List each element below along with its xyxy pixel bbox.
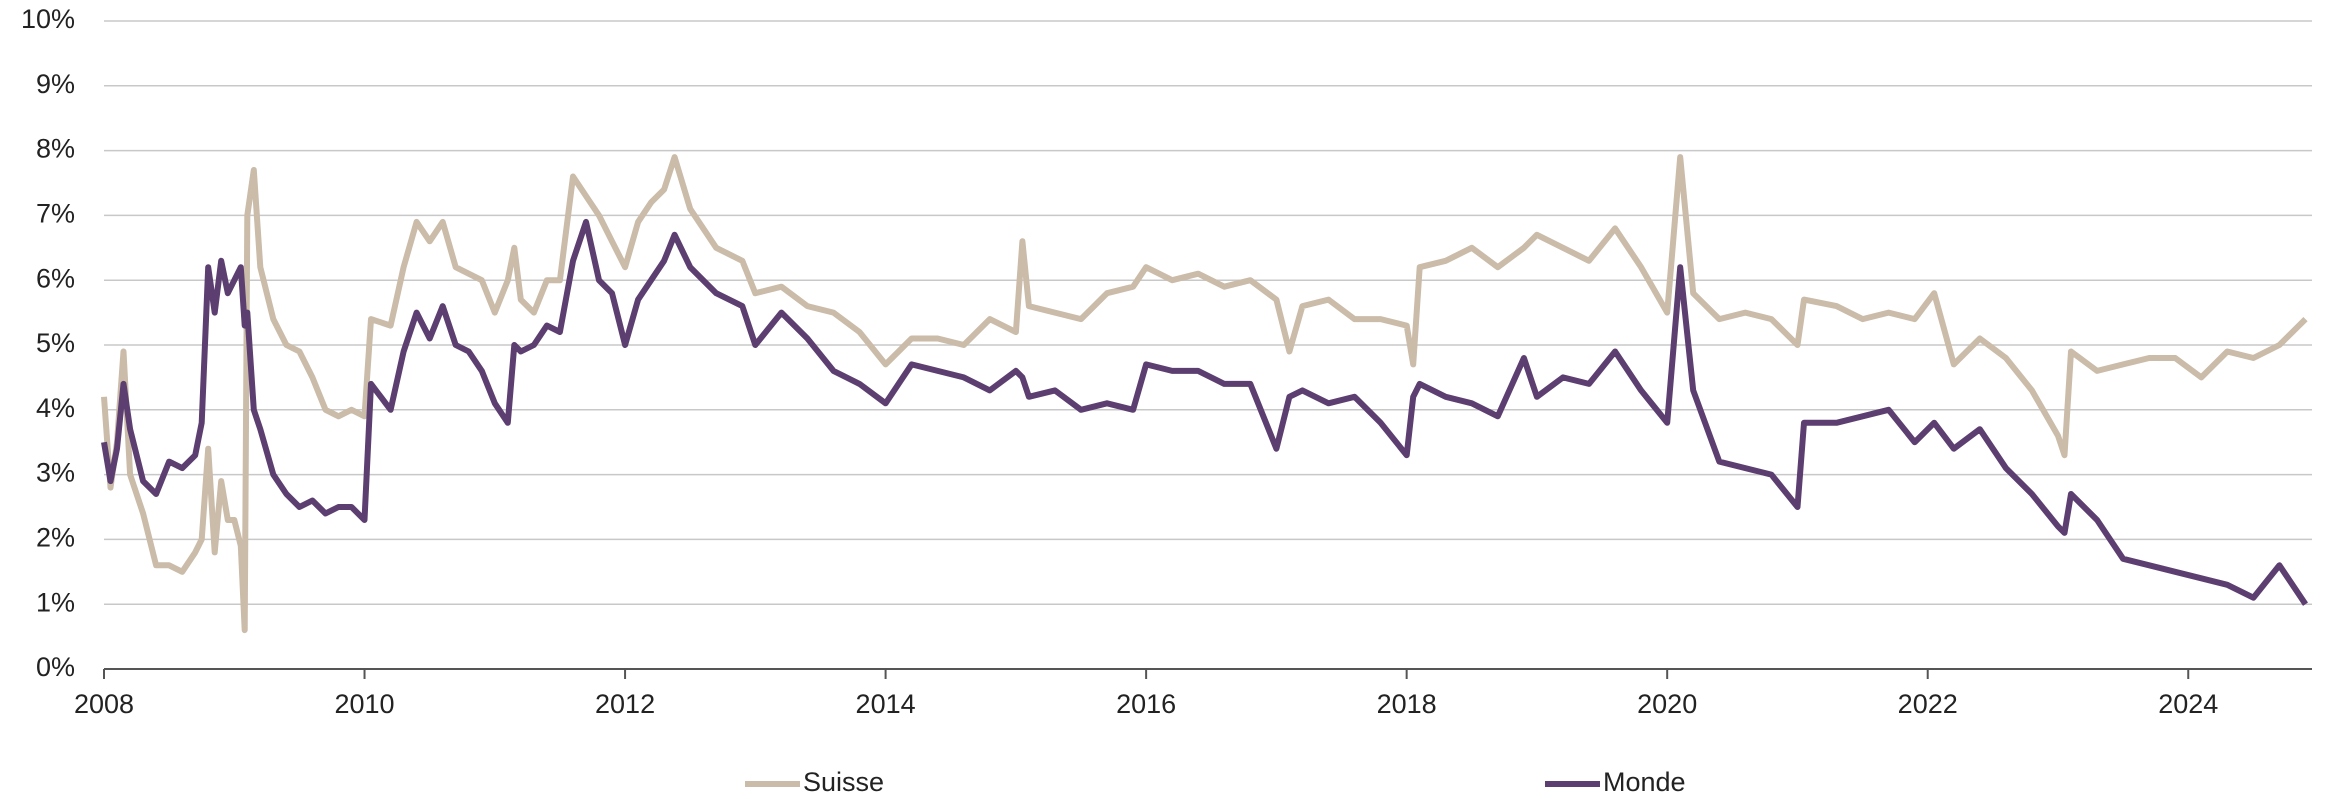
y-tick-label: 1% xyxy=(36,587,75,617)
y-tick-label: 10% xyxy=(21,4,75,34)
x-tick-label: 2014 xyxy=(856,689,916,719)
x-tick-label: 2012 xyxy=(595,689,655,719)
x-tick-label: 2018 xyxy=(1377,689,1437,719)
y-tick-label: 0% xyxy=(36,652,75,682)
legend-label: Monde xyxy=(1603,767,1686,797)
y-tick-label: 8% xyxy=(36,134,75,164)
y-tick-label: 6% xyxy=(36,263,75,293)
y-tick-label: 4% xyxy=(36,393,75,423)
y-tick-label: 9% xyxy=(36,69,75,99)
legend-label: Suisse xyxy=(803,767,884,797)
y-tick-label: 3% xyxy=(36,458,75,488)
x-tick-label: 2016 xyxy=(1116,689,1176,719)
x-tick-label: 2020 xyxy=(1637,689,1697,719)
x-tick-label: 2010 xyxy=(334,689,394,719)
x-tick-label: 2022 xyxy=(1898,689,1958,719)
y-tick-label: 2% xyxy=(36,523,75,553)
y-tick-label: 5% xyxy=(36,328,75,358)
series-line xyxy=(101,154,2308,634)
x-tick-label: 2008 xyxy=(74,689,134,719)
series-line xyxy=(101,218,2308,606)
x-tick-label: 2024 xyxy=(2158,689,2218,719)
y-tick-label: 7% xyxy=(36,199,75,229)
